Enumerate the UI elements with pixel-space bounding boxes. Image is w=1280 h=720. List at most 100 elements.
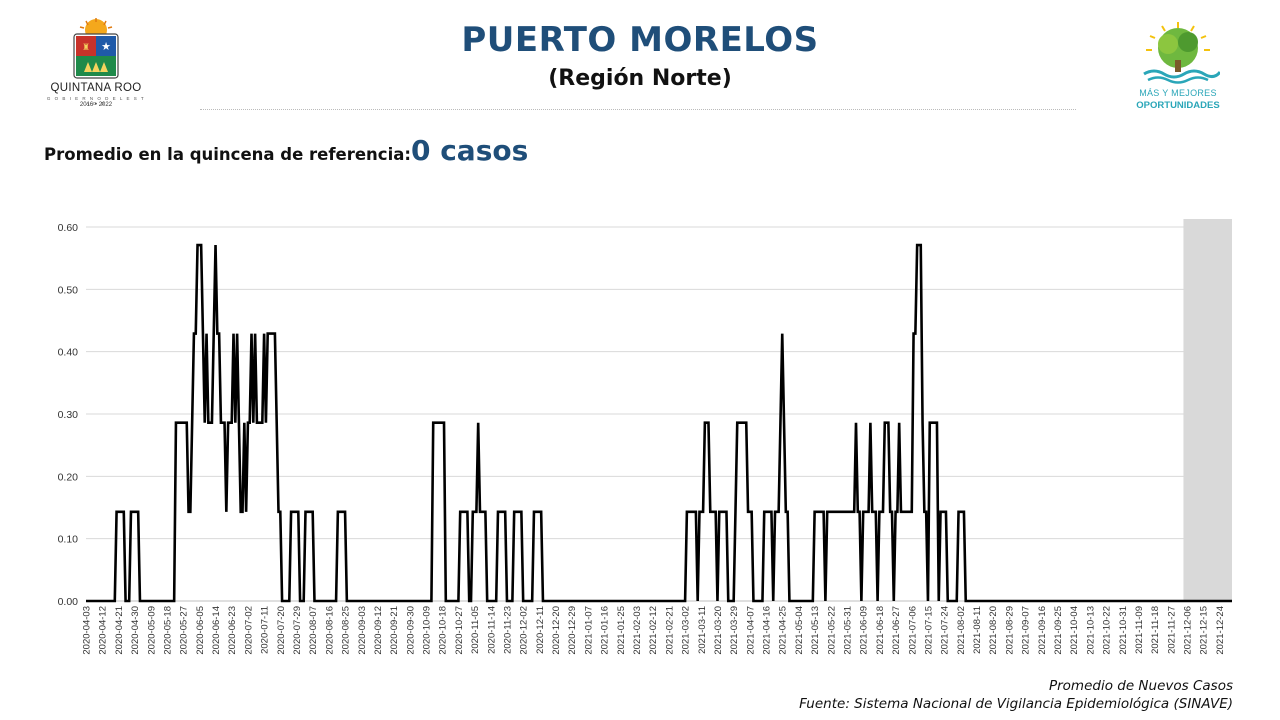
svg-text:★: ★ [101, 40, 111, 53]
x-tick-label: 2021-03-20 [713, 606, 724, 655]
x-tick-label: 2020-06-23 [227, 606, 238, 655]
x-tick-label: 2021-10-22 [1102, 606, 1113, 655]
x-tick-label: 2020-09-21 [389, 606, 400, 655]
x-tick-label: 2020-07-02 [243, 606, 254, 655]
x-tick-label: 2021-11-09 [1134, 606, 1145, 654]
x-tick-label: 2020-04-21 [114, 606, 125, 655]
x-tick-label: 2021-10-31 [1118, 606, 1129, 655]
x-tick-label: 2021-12-24 [1215, 606, 1226, 655]
x-tick-label: 2021-06-27 [891, 606, 902, 655]
x-tick-label: 2020-05-18 [162, 606, 173, 655]
state-years: 2016 • 2022 [79, 102, 113, 108]
series-line [86, 243, 1232, 603]
x-tick-label: 2021-05-22 [826, 606, 837, 655]
y-tick-label: 0.20 [58, 471, 79, 483]
x-tick-label: 2021-04-07 [745, 606, 756, 655]
x-tick-label: 2021-01-16 [600, 606, 611, 655]
x-tick-label: 2021-04-25 [778, 606, 789, 655]
shaded-period [1183, 219, 1232, 601]
x-tick-label: 2021-05-31 [843, 606, 854, 655]
x-tick-label: 2020-05-27 [179, 606, 190, 655]
y-tick-label: 0.10 [58, 534, 79, 546]
x-tick-label: 2021-09-16 [1037, 606, 1048, 655]
x-tick-label: 2021-01-07 [583, 606, 594, 655]
x-tick-label: 2021-02-21 [664, 606, 675, 655]
page-title: PUERTO MORELOS [461, 20, 819, 60]
x-tick-label: 2020-11-05 [470, 606, 481, 654]
x-tick-label: 2021-12-06 [1183, 606, 1194, 655]
x-tick-label: 2020-09-12 [373, 606, 384, 655]
x-tick-label: 2020-12-02 [519, 606, 530, 655]
x-tick-label: 2021-08-11 [972, 606, 983, 654]
series-caption: Promedio de Nuevos Casos [1048, 678, 1233, 694]
x-tick-label: 2021-04-16 [762, 606, 773, 655]
x-tick-label: 2021-03-29 [729, 606, 740, 655]
x-tick-label: 2021-07-06 [907, 606, 918, 655]
x-tick-label: 2021-09-07 [1021, 606, 1032, 655]
y-tick-label: 0.40 [58, 347, 79, 359]
tree-icon [1143, 22, 1220, 84]
x-tick-label: 2020-07-29 [292, 606, 303, 655]
page-subtitle: (Región Norte) [548, 66, 732, 91]
oportunidades-logo: MÁS Y MEJORES OPORTUNIDADES [1126, 20, 1230, 114]
state-tagline: G O B I E R N O D E L E S T A D O [46, 96, 146, 106]
x-tick-label: 2020-09-03 [357, 606, 368, 655]
x-tick-label: 2020-10-18 [438, 606, 449, 655]
x-tick-label: 2020-09-30 [405, 606, 416, 655]
y-tick-label: 0.60 [58, 222, 79, 234]
x-tick-label: 2021-10-13 [1085, 606, 1096, 655]
source-note: Fuente: Sistema Nacional de Vigilancia E… [799, 696, 1233, 712]
x-tick-label: 2020-06-14 [211, 606, 222, 655]
x-tick-label: 2020-07-20 [276, 606, 287, 655]
x-tick-label: 2020-04-03 [82, 606, 93, 655]
quintana-roo-logo: ♜ ★ QUINTANA ROO G O B I E R N O D E L E… [44, 18, 148, 110]
x-tick-label: 2020-04-12 [98, 606, 109, 655]
x-tick-label: 2020-04-30 [130, 606, 141, 655]
y-tick-label: 0.50 [58, 284, 79, 296]
oportunidades-line2: OPORTUNIDADES [1136, 100, 1220, 111]
x-tick-label: 2020-11-14 [486, 606, 497, 654]
x-tick-label: 2021-11-18 [1150, 606, 1161, 654]
x-tick-label: 2020-08-07 [308, 606, 319, 655]
x-tick-label: 2021-12-15 [1199, 606, 1210, 655]
x-tick-label: 2020-10-09 [422, 606, 433, 655]
x-tick-label: 2020-05-09 [146, 606, 157, 655]
x-tick-label: 2020-12-11 [535, 606, 546, 654]
header-divider [200, 109, 1076, 110]
x-tick-label: 2021-02-03 [632, 606, 643, 655]
x-tick-label: 2021-03-11 [697, 606, 708, 654]
x-tick-label: 2020-12-20 [551, 606, 562, 655]
x-tick-label: 2020-08-25 [341, 606, 352, 655]
state-name: QUINTANA ROO [50, 82, 142, 94]
x-tick-label: 2021-06-18 [875, 606, 886, 655]
x-tick-label: 2021-10-04 [1069, 606, 1080, 655]
x-tick-label: 2021-11-27 [1166, 606, 1177, 654]
x-tick-label: 2020-10-27 [454, 606, 465, 655]
x-tick-label: 2021-03-02 [681, 606, 692, 655]
x-tick-label: 2021-07-15 [923, 606, 934, 655]
x-tick-label: 2020-12-29 [567, 606, 578, 655]
x-tick-label: 2021-08-02 [956, 606, 967, 655]
reference-average-value: 0 casos [410, 134, 529, 167]
x-tick-label: 2020-08-16 [324, 606, 335, 655]
x-tick-label: 2020-06-05 [195, 606, 206, 655]
reference-average-label: Promedio en la quincena de referencia: [44, 145, 411, 164]
x-tick-label: 2020-11-23 [502, 606, 513, 654]
y-tick-label: 0.30 [58, 409, 79, 421]
x-tick-label: 2021-09-25 [1053, 606, 1064, 655]
oportunidades-line1: MÁS Y MEJORES [1139, 88, 1217, 98]
x-tick-label: 2021-08-20 [988, 606, 999, 655]
x-tick-label: 2021-05-04 [794, 606, 805, 655]
svg-text:♜: ♜ [82, 43, 90, 53]
x-tick-label: 2021-08-29 [1004, 606, 1015, 655]
x-tick-label: 2021-07-24 [940, 606, 951, 655]
state-shield-icon: ♜ ★ [73, 18, 119, 79]
reference-average: Promedio en la quincena de referencia:0 … [44, 134, 528, 167]
x-tick-label: 2020-07-11 [260, 606, 271, 654]
x-tick-label: 2021-06-09 [859, 606, 870, 655]
x-tick-label: 2021-02-12 [648, 606, 659, 655]
y-tick-label: 0.00 [58, 596, 79, 608]
x-tick-label: 2021-05-13 [810, 606, 821, 655]
x-tick-label: 2021-01-25 [616, 606, 627, 655]
